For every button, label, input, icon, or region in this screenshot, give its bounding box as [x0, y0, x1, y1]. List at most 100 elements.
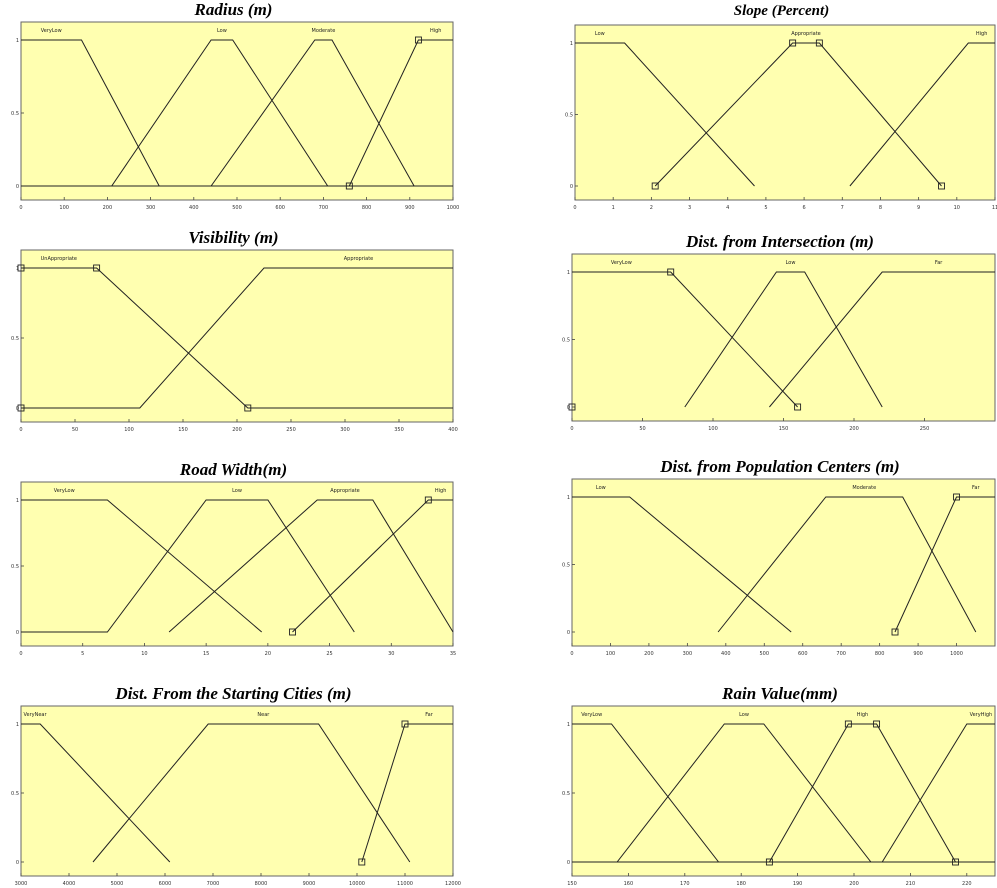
vertex-marker[interactable]	[358, 858, 366, 866]
chart-title: Radius (m)	[194, 0, 273, 19]
vertex-marker[interactable]	[424, 496, 432, 504]
series-label: VeryLow	[41, 28, 62, 34]
series-line	[21, 267, 453, 409]
x-tick-label: 0	[19, 651, 22, 657]
vertex-marker[interactable]	[414, 36, 422, 44]
plot-area	[574, 24, 996, 201]
vertex-marker[interactable]	[244, 404, 252, 412]
y-tick-label: 0	[567, 860, 570, 866]
x-tick-label: 0	[570, 426, 573, 432]
vertex-marker[interactable]	[401, 720, 409, 728]
chart-title: Dist. from Intersection (m)	[686, 232, 874, 251]
x-tick-label: 5	[764, 205, 767, 211]
chart-title: Slope (Percent)	[733, 3, 830, 19]
x-tick-label: 200	[232, 427, 242, 433]
vertex-marker[interactable]	[289, 628, 296, 636]
vertex-marker[interactable]	[794, 403, 802, 411]
vertex-marker[interactable]	[568, 403, 576, 411]
series-line	[292, 499, 453, 633]
x-tick-label: 25	[326, 651, 332, 657]
x-tick-label: 700	[319, 205, 329, 211]
y-tick-label: 0	[16, 630, 19, 636]
y-tick-label: 1	[567, 495, 570, 501]
vertex-marker[interactable]	[651, 182, 659, 190]
y-tick-label: 1	[16, 38, 19, 44]
series-line	[769, 271, 995, 408]
chart-title: Rain Value(mm)	[722, 684, 838, 703]
x-tick-label: 100	[124, 427, 134, 433]
vertex-marker[interactable]	[667, 268, 675, 276]
chart-plot: 0 5 10 15 20 25 30 35 0 0.5 1 VeryLow Low Appropriate…	[11, 481, 456, 657]
series-line	[21, 499, 263, 633]
series-label: Far	[972, 485, 980, 491]
series-line	[21, 499, 355, 633]
chart-plot: 0 50 100 150 200 250 0 0.5 1 VeryLow Low Far	[562, 253, 996, 432]
vertex-marker[interactable]	[844, 720, 852, 728]
series-label: Moderate	[312, 28, 336, 34]
x-tick-label: 12000	[445, 881, 461, 887]
x-tick-label: 700	[836, 651, 846, 657]
vertex-marker[interactable]	[789, 39, 797, 47]
x-tick-label: 8000	[255, 881, 268, 887]
vertex-marker[interactable]	[952, 858, 959, 866]
y-tick-label: 0.5	[11, 564, 19, 570]
series-label: Low	[217, 28, 227, 34]
vertex-marker[interactable]	[93, 264, 101, 272]
x-tick-label: 200	[849, 426, 859, 432]
series-line	[684, 271, 883, 408]
x-tick-label: 300	[146, 205, 156, 211]
x-tick-label: 100	[606, 651, 616, 657]
series-label: Appropriate	[330, 488, 360, 494]
x-tick-label: 800	[875, 651, 885, 657]
y-tick-label: 0	[567, 405, 570, 411]
x-tick-label: 3000	[15, 881, 28, 887]
x-tick-label: 7	[841, 205, 844, 211]
chart-road-width: Road Width(m) 0 5 10 15 20 25 30 35 0 0.5 1 VeryLow…	[11, 460, 456, 658]
vertex-marker[interactable]	[765, 858, 773, 866]
series-label: Low	[232, 488, 242, 494]
x-tick-label: 10	[954, 205, 960, 211]
x-tick-label: 200	[103, 205, 113, 211]
chart-radius: Radius (m) 0 100 200 300 400 500 600 700 800 900 1…	[11, 0, 459, 212]
x-tick-label: 250	[286, 427, 296, 433]
chart-dist-intersection: Dist. from Intersection (m) 0 50 100 150 200…	[562, 232, 997, 433]
x-tick-label: 35	[450, 651, 456, 657]
x-tick-label: 0	[19, 427, 22, 433]
x-tick-label: 1	[612, 205, 615, 211]
series-line	[92, 723, 411, 863]
x-tick-label: 50	[639, 426, 645, 432]
x-tick-label: 2	[650, 205, 653, 211]
x-tick-label: 0	[570, 651, 573, 657]
series-line	[894, 496, 995, 633]
series-line	[572, 496, 792, 633]
x-tick-label: 800	[362, 205, 372, 211]
series-label: Low	[596, 485, 606, 491]
vertex-marker[interactable]	[891, 628, 899, 636]
y-tick-label: 0.5	[565, 113, 573, 119]
series-line	[21, 39, 453, 187]
series-line	[849, 42, 995, 187]
y-tick-label: 1	[567, 722, 570, 728]
vertex-marker[interactable]	[953, 493, 960, 501]
series-label: Appropriate	[791, 31, 821, 37]
series-label: High	[976, 31, 988, 37]
x-tick-label: 7000	[207, 881, 220, 887]
vertex-marker[interactable]	[815, 39, 823, 47]
vertex-marker[interactable]	[873, 720, 881, 728]
x-tick-label: 15	[203, 651, 209, 657]
y-tick-label: 0	[567, 630, 570, 636]
vertex-marker[interactable]	[17, 264, 25, 272]
plot-area	[20, 21, 454, 201]
series-label: Far	[425, 712, 433, 718]
x-tick-label: 30	[388, 651, 394, 657]
chart-dist-population: Dist. from Population Centers (m) 0 100 20…	[562, 457, 997, 658]
vertex-marker[interactable]	[345, 182, 353, 190]
series-label: High	[435, 488, 447, 494]
chart-plot: 150 160 170 180 190 200 210 220 0 0.5 1 VeryLow Low H…	[562, 705, 996, 887]
vertex-marker[interactable]	[938, 182, 945, 190]
y-tick-label: 0	[570, 184, 573, 190]
series-label: VeryLow	[611, 260, 632, 266]
x-tick-label: 10	[141, 651, 147, 657]
y-tick-label: 0.5	[11, 791, 19, 797]
vertex-marker[interactable]	[17, 404, 25, 412]
